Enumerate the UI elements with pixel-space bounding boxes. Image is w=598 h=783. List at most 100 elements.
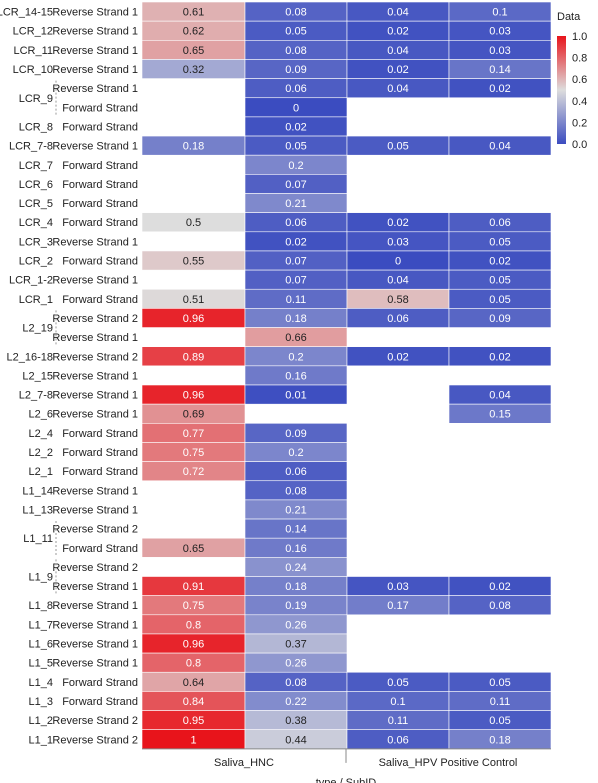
legend-tick-label: 1.0 [572, 31, 587, 43]
strand-label: Reverse Strand 1 [52, 26, 138, 38]
group-label: L1_7 [29, 619, 53, 631]
cell-value-label: 0.16 [285, 370, 306, 382]
row-labels: Reverse Strand 1 Reverse Strand 1 Reverse … [0, 7, 138, 747]
cell-value-label: 0.02 [489, 256, 510, 268]
group-label: L2_15 [22, 370, 53, 382]
x-axis-title: type / SubID [316, 777, 377, 783]
cell-value-label: 0.02 [387, 217, 408, 229]
cell-value-label: 0.18 [285, 581, 306, 593]
cell-value-label: 0.65 [183, 543, 204, 555]
cell-value-label: 0.08 [489, 600, 510, 612]
group-label: L1_13 [22, 504, 53, 516]
group-label: LCR_1-2 [9, 275, 53, 287]
cell-value-label: 0.02 [489, 581, 510, 593]
cell-value-label: 0.06 [489, 217, 510, 229]
heatmap-cell [448, 346, 552, 367]
group-label: LCR_14-15 [0, 7, 53, 19]
strand-label: Reverse Strand 1 [52, 390, 138, 402]
cell-value-label: 0.04 [489, 390, 510, 402]
cell-value-label: 0.04 [489, 141, 510, 153]
group-label: L1_4 [29, 677, 53, 689]
cell-value-label: 0.89 [183, 351, 204, 363]
heatmap-cell [448, 403, 552, 424]
strand-label: Forward Strand [62, 198, 138, 210]
cell-value-label: 0.06 [285, 83, 306, 95]
x-axis: Saliva_HNC Saliva_HPV Positive Control typ… [142, 748, 551, 783]
group-label: LCR_11 [13, 45, 53, 57]
cell-value-label: 0.75 [183, 600, 204, 612]
cell-value-label: 0.1 [492, 7, 507, 19]
group-label: LCR_1 [19, 294, 53, 306]
cell-value-label: 0.07 [285, 256, 306, 268]
cell-value-label: 0.61 [183, 7, 204, 19]
group-label: L2_4 [29, 428, 53, 440]
cell-value-label: 0.05 [285, 141, 306, 153]
strand-label: Reverse Strand 1 [52, 600, 138, 612]
group-label: LCR_12 [13, 26, 53, 38]
cell-value-label: 0.24 [285, 562, 306, 574]
cell-value-label: 0.02 [285, 121, 306, 133]
group-label: LCR_7-8 [9, 141, 53, 153]
legend-tick-label: 0.0 [572, 139, 587, 151]
strand-label: Forward Strand [62, 543, 138, 555]
strand-label: Reverse Strand 1 [52, 332, 138, 344]
cell-value-label: 0.21 [285, 198, 306, 210]
cell-value-label: 0.96 [183, 313, 204, 325]
cell-value-label: 0.64 [183, 677, 204, 689]
group-label: L2_6 [29, 409, 53, 421]
heatmap-cells: 0.61 0.08 0.04 0.1 0.62 0.05 0.02 0.03 0.65 0.08 0… [141, 1, 552, 750]
cell-value-label: 0.37 [285, 639, 306, 651]
group-label: LCR_2 [19, 256, 53, 268]
group-label: LCR_5 [19, 198, 53, 210]
cell-value-label: 0.06 [285, 217, 306, 229]
cell-value-label: 0.58 [387, 294, 408, 306]
cell-value-label: 0.2 [288, 160, 303, 172]
group-label: L1_3 [29, 696, 53, 708]
cell-value-label: 0.32 [183, 64, 204, 76]
cell-value-label: 0.02 [285, 236, 306, 248]
group-label: L1_2 [29, 715, 53, 727]
cell-value-label: 0.44 [285, 734, 306, 746]
cell-value-label: 0 [395, 256, 401, 268]
strand-label: Reverse Strand 1 [52, 485, 138, 497]
cell-value-label: 0.62 [183, 26, 204, 38]
cell-value-label: 0.2 [288, 351, 303, 363]
cell-value-label: 0.08 [285, 677, 306, 689]
cell-value-label: 0.18 [183, 141, 204, 153]
cell-value-label: 0.03 [387, 581, 408, 593]
cell-value-label: 0.77 [183, 428, 204, 440]
heatmap-cell [448, 308, 552, 328]
group-label: L2_19 [22, 323, 53, 335]
cell-value-label: 0.09 [285, 64, 306, 76]
group-label: L1_11 [23, 533, 53, 545]
strand-label: Reverse Strand 2 [52, 734, 138, 746]
strand-label: Reverse Strand 1 [52, 236, 138, 248]
cell-value-label: 0.18 [285, 313, 306, 325]
strand-label: Forward Strand [62, 102, 138, 114]
strand-label: Forward Strand [62, 160, 138, 172]
cell-value-label: 0.19 [285, 600, 306, 612]
cell-value-label: 0.72 [183, 466, 204, 478]
group-label: LCR_4 [19, 217, 53, 229]
strand-label: Forward Strand [62, 428, 138, 440]
legend-tick-label: 0.2 [572, 117, 587, 129]
legend-tick-label: 0.6 [572, 74, 587, 86]
cell-value-label: 0.14 [489, 64, 510, 76]
strand-label: Reverse Strand 1 [52, 64, 138, 76]
cell-value-label: 0.09 [285, 428, 306, 440]
heatmap-cell [244, 384, 348, 405]
group-label: L2_16-18 [7, 351, 54, 363]
group-label: LCR_8 [19, 121, 53, 133]
cell-value-label: 0.51 [183, 294, 204, 306]
cell-value-label: 0.14 [285, 524, 306, 536]
cell-value-label: 0.08 [285, 45, 306, 57]
cell-value-label: 0.15 [489, 409, 510, 421]
group-label: L2_1 [29, 466, 53, 478]
cell-value-label: 0.69 [183, 409, 204, 421]
legend-colorbar [557, 36, 566, 144]
cell-value-label: 0.8 [186, 658, 201, 670]
cell-value-label: 0.06 [285, 466, 306, 478]
cell-value-label: 0.16 [285, 543, 306, 555]
cell-value-label: 0.04 [387, 83, 408, 95]
strand-label: Forward Strand [62, 121, 138, 133]
